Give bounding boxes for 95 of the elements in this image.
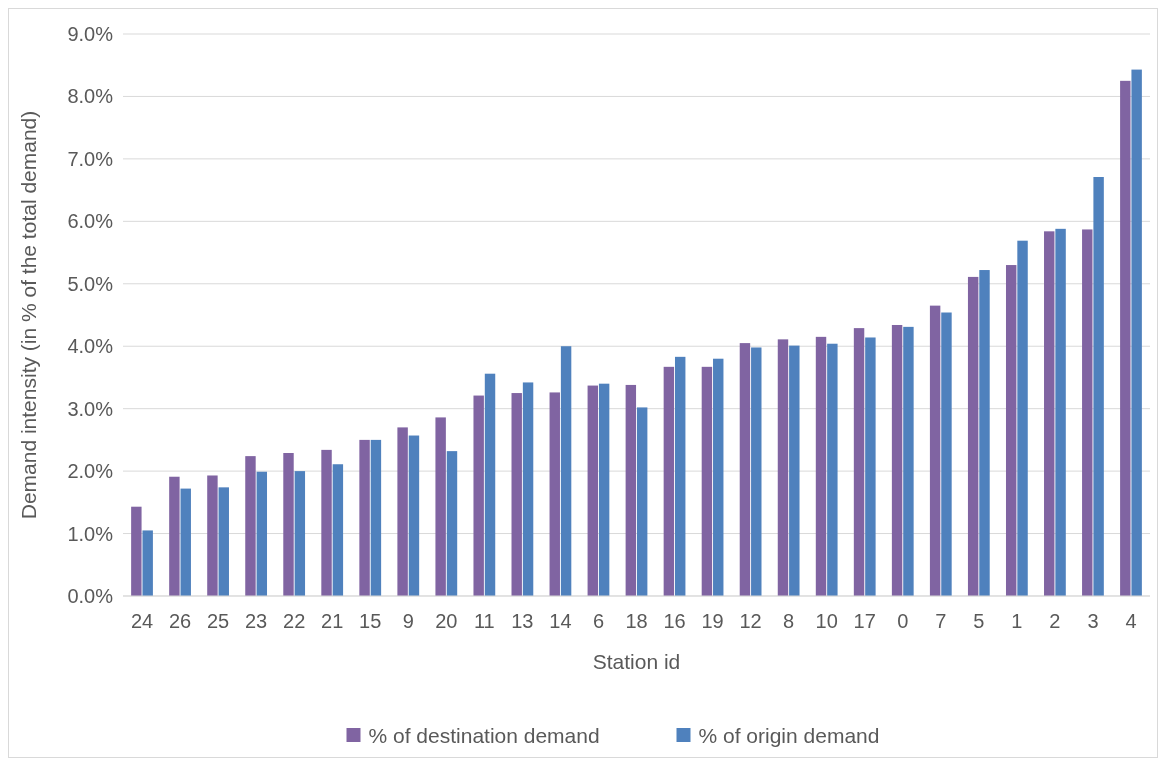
bar bbox=[370, 439, 382, 596]
x-tick-label: 5 bbox=[973, 610, 985, 632]
bar bbox=[815, 336, 827, 596]
bar bbox=[256, 471, 268, 596]
x-tick-label: 12 bbox=[739, 610, 762, 632]
bar bbox=[397, 427, 408, 596]
bar bbox=[1082, 229, 1093, 596]
bar bbox=[359, 439, 370, 596]
y-tick-label: 7.0% bbox=[67, 147, 114, 170]
x-tick-label: 21 bbox=[321, 610, 344, 632]
x-tick-label: 8 bbox=[783, 610, 795, 632]
x-tick-label: 25 bbox=[206, 610, 230, 632]
x-tick-label: 22 bbox=[283, 610, 306, 632]
x-tick-label: 0 bbox=[897, 610, 909, 632]
x-tick-label: 13 bbox=[511, 610, 534, 632]
bar bbox=[674, 356, 686, 596]
bar bbox=[446, 451, 458, 596]
bar bbox=[511, 393, 522, 596]
bar bbox=[789, 345, 800, 596]
x-tick-label: 11 bbox=[473, 610, 495, 632]
legend-label: % of destination demand bbox=[368, 724, 600, 748]
x-tick-label: 24 bbox=[130, 610, 154, 632]
bar bbox=[625, 384, 637, 596]
bar bbox=[560, 346, 572, 596]
y-tick-label: 4.0% bbox=[67, 335, 114, 358]
x-tick-label: 4 bbox=[1125, 610, 1137, 632]
x-tick-label: 1 bbox=[1011, 610, 1023, 632]
bar bbox=[777, 339, 789, 596]
y-axis-title: Demand intensity (in % of the total demand) bbox=[17, 110, 40, 520]
bar bbox=[207, 475, 218, 596]
bar bbox=[929, 305, 941, 596]
x-tick-label: 26 bbox=[168, 610, 192, 632]
legend-label: % of origin demand bbox=[698, 724, 880, 748]
x-tick-label: 3 bbox=[1087, 610, 1099, 632]
x-axis-title: Station id bbox=[592, 650, 681, 673]
bar bbox=[473, 395, 484, 596]
bar bbox=[979, 270, 990, 596]
x-tick-label: 23 bbox=[245, 610, 268, 632]
bar bbox=[1017, 240, 1028, 596]
bar bbox=[484, 373, 496, 596]
bar bbox=[1093, 177, 1104, 596]
bar bbox=[739, 343, 751, 596]
x-tick-label: 7 bbox=[935, 610, 947, 632]
x-tick-label: 14 bbox=[549, 610, 572, 632]
bar bbox=[1055, 228, 1066, 596]
bar bbox=[636, 407, 648, 596]
bar bbox=[332, 464, 344, 596]
bar bbox=[891, 324, 903, 596]
bar bbox=[713, 358, 724, 596]
x-tick-label: 16 bbox=[663, 610, 686, 632]
bar bbox=[941, 312, 952, 596]
bar bbox=[587, 385, 599, 596]
x-tick-label: 10 bbox=[815, 610, 838, 632]
x-tick-label: 15 bbox=[359, 610, 382, 632]
y-tick-label: 3.0% bbox=[67, 397, 114, 420]
x-tick-label: 19 bbox=[701, 610, 724, 632]
x-tick-label: 2 bbox=[1049, 610, 1061, 632]
bar bbox=[1044, 231, 1055, 596]
bar bbox=[169, 476, 180, 596]
y-tick-label: 9.0% bbox=[67, 23, 114, 45]
y-tick-label: 0.0% bbox=[67, 585, 114, 607]
bar bbox=[751, 347, 762, 596]
bar bbox=[853, 328, 865, 596]
bar bbox=[1005, 265, 1017, 596]
bar bbox=[142, 530, 153, 596]
bar bbox=[967, 276, 979, 596]
bar bbox=[1120, 80, 1131, 596]
bar bbox=[903, 326, 914, 596]
bar bbox=[435, 417, 446, 596]
bar bbox=[294, 471, 306, 596]
bar bbox=[701, 366, 713, 596]
bar bbox=[408, 435, 420, 596]
y-tick-label: 2.0% bbox=[67, 460, 114, 483]
bar bbox=[283, 453, 294, 596]
x-tick-label: 17 bbox=[853, 610, 876, 632]
y-tick-label: 6.0% bbox=[67, 210, 114, 233]
bar bbox=[549, 392, 560, 596]
x-tick-label: 6 bbox=[592, 610, 605, 632]
bar bbox=[827, 343, 838, 596]
bar bbox=[598, 383, 610, 596]
bar bbox=[663, 366, 675, 596]
bar bbox=[218, 487, 229, 596]
x-tick-label: 18 bbox=[625, 610, 648, 632]
y-tick-label: 5.0% bbox=[67, 272, 114, 295]
bar bbox=[1131, 69, 1142, 596]
bar bbox=[865, 337, 876, 596]
x-tick-label: 9 bbox=[402, 610, 414, 632]
bar bbox=[321, 449, 332, 596]
bar bbox=[522, 382, 534, 596]
y-tick-label: 1.0% bbox=[67, 522, 114, 545]
y-tick-label: 8.0% bbox=[67, 85, 114, 108]
x-tick-label: 20 bbox=[435, 610, 458, 632]
bar bbox=[180, 488, 191, 596]
bar bbox=[131, 506, 142, 596]
bar bbox=[245, 456, 256, 596]
